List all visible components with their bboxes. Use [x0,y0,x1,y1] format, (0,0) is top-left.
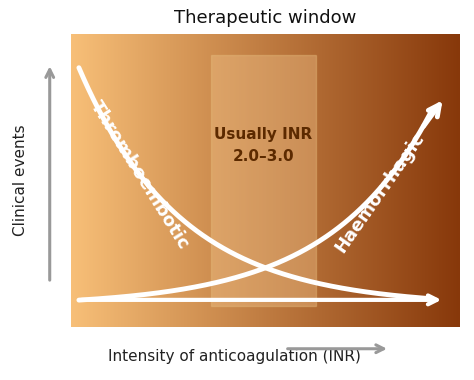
Bar [211,55,316,306]
Text: Thromboembotic: Thromboembotic [86,97,192,252]
Title: Therapeutic window: Therapeutic window [174,9,356,27]
Text: Clinical events: Clinical events [13,125,28,236]
Text: Haemorrhagic: Haemorrhagic [332,129,428,256]
Text: Intensity of anticoagulation (INR): Intensity of anticoagulation (INR) [108,348,361,364]
Text: Usually INR
2.0–3.0: Usually INR 2.0–3.0 [214,127,313,164]
